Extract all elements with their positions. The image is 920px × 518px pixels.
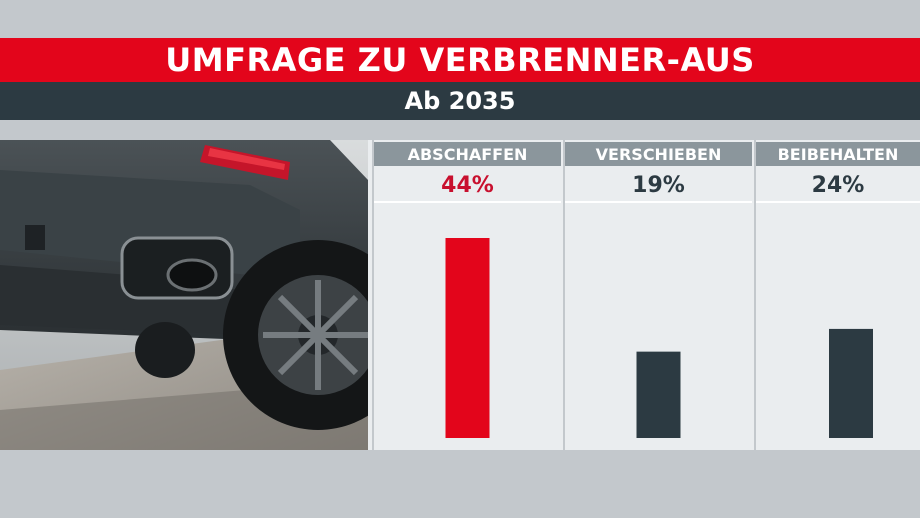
- column-divider: [754, 140, 756, 450]
- bar-verschieben: [636, 351, 681, 438]
- row-divider: [756, 201, 920, 203]
- bar-abschaffen: [445, 238, 490, 438]
- column-divider: [372, 140, 374, 450]
- category-header-cell: [756, 142, 920, 166]
- value-label: 24%: [812, 173, 865, 198]
- category-label: ABSCHAFFEN: [408, 145, 528, 164]
- chart-subtitle: Ab 2035: [0, 82, 920, 120]
- bar-beibehalten: [829, 328, 873, 438]
- category-label: VERSCHIEBEN: [596, 145, 722, 164]
- value-label: 44%: [441, 173, 494, 198]
- row-divider: [374, 201, 561, 203]
- category-header-cell: [565, 142, 752, 166]
- chart-title: UMFRAGE ZU VERBRENNER-AUS: [0, 38, 920, 82]
- value-label: 19%: [632, 173, 685, 198]
- category-label: BEIBEHALTEN: [778, 145, 899, 164]
- row-divider: [565, 201, 752, 203]
- car-exhaust-photo: [0, 140, 368, 450]
- category-header-cell: [374, 142, 561, 166]
- column-divider: [563, 140, 565, 450]
